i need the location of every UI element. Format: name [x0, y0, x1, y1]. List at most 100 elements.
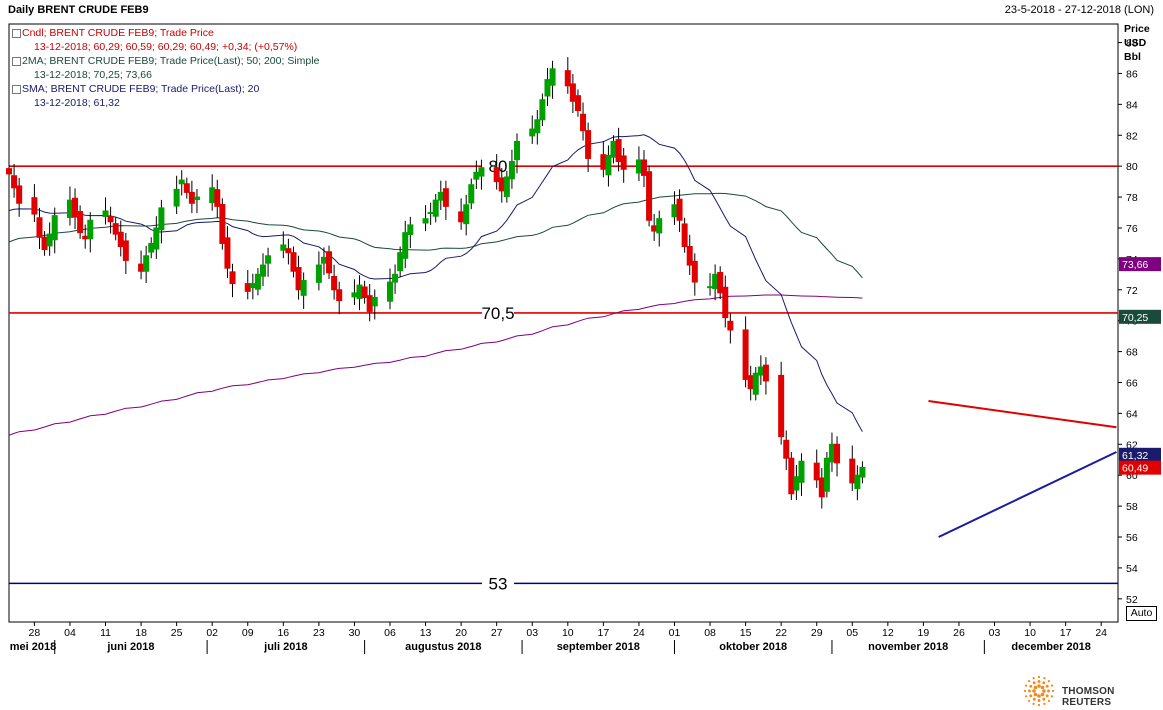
candle[interactable] — [463, 194, 470, 236]
candle[interactable] — [107, 206, 114, 234]
candle[interactable] — [295, 255, 302, 300]
candle[interactable] — [254, 268, 261, 296]
candle[interactable] — [859, 461, 866, 484]
candle[interactable] — [397, 246, 404, 277]
candle[interactable] — [31, 184, 38, 223]
candle[interactable] — [585, 122, 592, 173]
candle[interactable] — [793, 465, 800, 500]
candle[interactable] — [178, 170, 185, 196]
candle[interactable] — [77, 205, 84, 239]
candle[interactable] — [265, 247, 272, 277]
candle[interactable] — [285, 238, 292, 265]
candle[interactable] — [788, 452, 795, 500]
candle[interactable] — [193, 189, 200, 214]
candle[interactable] — [722, 275, 729, 328]
candle[interactable] — [656, 210, 663, 247]
ma50-line[interactable] — [8, 192, 863, 279]
candle[interactable] — [539, 93, 546, 126]
candle[interactable] — [641, 150, 647, 188]
candle[interactable] — [569, 74, 576, 114]
candle[interactable] — [646, 165, 653, 227]
candle[interactable] — [122, 232, 129, 275]
candle[interactable] — [280, 231, 287, 259]
candle[interactable] — [16, 177, 23, 217]
candle[interactable] — [514, 133, 520, 174]
candle[interactable] — [6, 162, 12, 181]
candle[interactable] — [620, 147, 627, 183]
candle[interactable] — [392, 264, 399, 294]
candle[interactable] — [742, 316, 749, 388]
legend-2ma[interactable]: 2MA; BRENT CRUDE FEB9; Trade Price(Last)… — [12, 54, 319, 82]
candle[interactable] — [229, 263, 236, 298]
candle[interactable] — [315, 251, 322, 291]
candle[interactable] — [778, 361, 785, 445]
candle[interactable] — [762, 357, 769, 395]
candle[interactable] — [402, 220, 409, 269]
auto-scale-button[interactable]: Auto — [1126, 606, 1157, 621]
candle[interactable] — [387, 268, 393, 310]
candle[interactable] — [219, 198, 226, 250]
candle[interactable] — [326, 245, 333, 279]
candle[interactable] — [51, 207, 58, 254]
candle[interactable] — [544, 67, 551, 106]
candle[interactable] — [361, 280, 368, 304]
candle[interactable] — [580, 102, 587, 141]
candle[interactable] — [432, 193, 439, 223]
candle[interactable] — [300, 272, 307, 309]
candle[interactable] — [798, 453, 805, 496]
resistance-trendline[interactable] — [928, 400, 1117, 429]
candle[interactable] — [605, 145, 612, 187]
candle[interactable] — [681, 217, 688, 253]
candle[interactable] — [331, 264, 338, 300]
candle[interactable] — [290, 246, 297, 278]
candle[interactable] — [224, 226, 231, 279]
candle[interactable] — [87, 212, 94, 253]
candle[interactable] — [823, 452, 830, 498]
legend-checkbox-icon[interactable] — [12, 29, 21, 38]
legend-sma[interactable]: SMA; BRENT CRUDE FEB9; Trade Price(Last)… — [12, 82, 319, 110]
candle[interactable] — [493, 154, 500, 190]
candle[interactable] — [834, 436, 841, 477]
candle[interactable] — [574, 89, 581, 117]
candle[interactable] — [214, 179, 221, 219]
candle[interactable] — [549, 60, 556, 99]
candle[interactable] — [686, 234, 693, 275]
candle[interactable] — [11, 163, 18, 198]
candle[interactable] — [752, 367, 759, 401]
candle[interactable] — [676, 189, 683, 232]
candle[interactable] — [112, 217, 119, 241]
candle[interactable] — [143, 245, 150, 283]
candle[interactable] — [183, 177, 190, 199]
sma20-line[interactable] — [8, 134, 863, 432]
candle[interactable] — [260, 253, 266, 287]
candle[interactable] — [534, 109, 541, 145]
candle[interactable] — [336, 281, 343, 315]
candle[interactable] — [36, 207, 43, 249]
candle[interactable] — [849, 445, 856, 491]
candle[interactable] — [468, 178, 475, 210]
candle[interactable] — [102, 197, 109, 225]
candle[interactable] — [727, 313, 734, 344]
legend-checkbox-icon[interactable] — [12, 57, 21, 66]
candle[interactable] — [717, 266, 724, 300]
candle[interactable] — [173, 175, 180, 215]
candle[interactable] — [564, 57, 571, 94]
candle[interactable] — [691, 253, 698, 296]
candle[interactable] — [153, 216, 160, 259]
candle[interactable] — [407, 216, 414, 249]
candle[interactable] — [72, 188, 79, 229]
legend-cndl[interactable]: Cndl; BRENT CRUDE FEB9; Trade Price 13-1… — [12, 26, 319, 54]
candle[interactable] — [442, 180, 449, 220]
candle[interactable] — [503, 170, 510, 203]
candle[interactable] — [117, 220, 124, 257]
candle[interactable] — [371, 289, 378, 320]
candle[interactable] — [783, 430, 790, 470]
legend-checkbox-icon[interactable] — [12, 85, 21, 94]
candle[interactable] — [813, 449, 820, 488]
candle[interactable] — [508, 149, 515, 189]
candle[interactable] — [854, 465, 861, 501]
candle[interactable] — [422, 205, 429, 232]
candle[interactable] — [158, 199, 165, 244]
candle[interactable] — [478, 159, 485, 190]
